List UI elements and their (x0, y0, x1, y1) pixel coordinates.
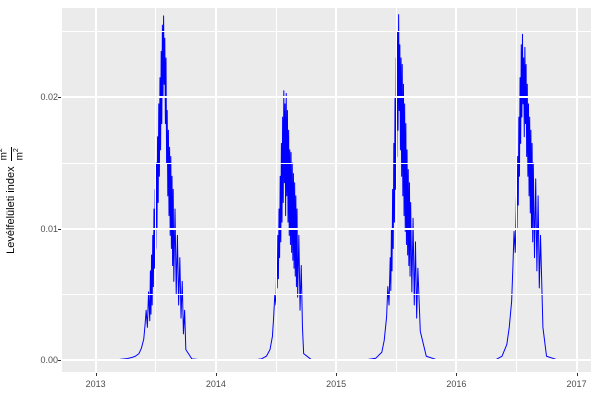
y-axis-tick-label: 0.02 (40, 92, 58, 103)
y-axis-tick-label: 0.00 (40, 355, 58, 366)
grid-line-vertical-minor (515, 8, 517, 372)
x-axis-tick-mark (215, 373, 217, 376)
grid-line-vertical-minor (155, 8, 157, 372)
y-axis-tick-mark (58, 97, 61, 99)
data-series-line (63, 14, 590, 361)
x-axis-tick-label: 2013 (85, 379, 106, 389)
x-axis-tick-label: 2015 (326, 379, 347, 389)
series-path (63, 14, 590, 361)
grid-line-vertical-major (455, 8, 458, 372)
x-axis-tick-mark (336, 373, 338, 376)
grid-line-vertical-minor (275, 8, 277, 372)
grid-line-vertical-major (94, 8, 97, 372)
grid-line-horizontal-major (62, 227, 591, 230)
x-axis-tick-mark (95, 373, 97, 376)
x-axis-tick-mark (456, 373, 458, 376)
y-axis-tick-labels: 0.00 0.01 0.02 (18, 0, 58, 400)
plot-panel (62, 8, 591, 372)
grid-line-horizontal-minor (62, 31, 591, 33)
x-axis-tick-label: 2016 (446, 379, 467, 389)
x-axis-tick-label: 2017 (566, 379, 587, 389)
grid-line-vertical-major (214, 8, 217, 372)
x-axis-tick-mark (576, 373, 578, 376)
grid-line-vertical-major (575, 8, 578, 372)
grid-line-vertical-minor (395, 8, 397, 372)
grid-line-horizontal-minor (62, 293, 591, 295)
grid-line-horizontal-major (62, 96, 591, 99)
grid-line-vertical-major (335, 8, 338, 372)
y-axis-tick-mark (58, 228, 61, 230)
y-axis-tick-label: 0.01 (40, 223, 58, 234)
grid-line-horizontal-minor (62, 162, 591, 164)
grid-line-horizontal-major (62, 359, 591, 362)
y-axis-tick-mark (58, 360, 61, 362)
x-axis-tick-label: 2014 (205, 379, 226, 389)
